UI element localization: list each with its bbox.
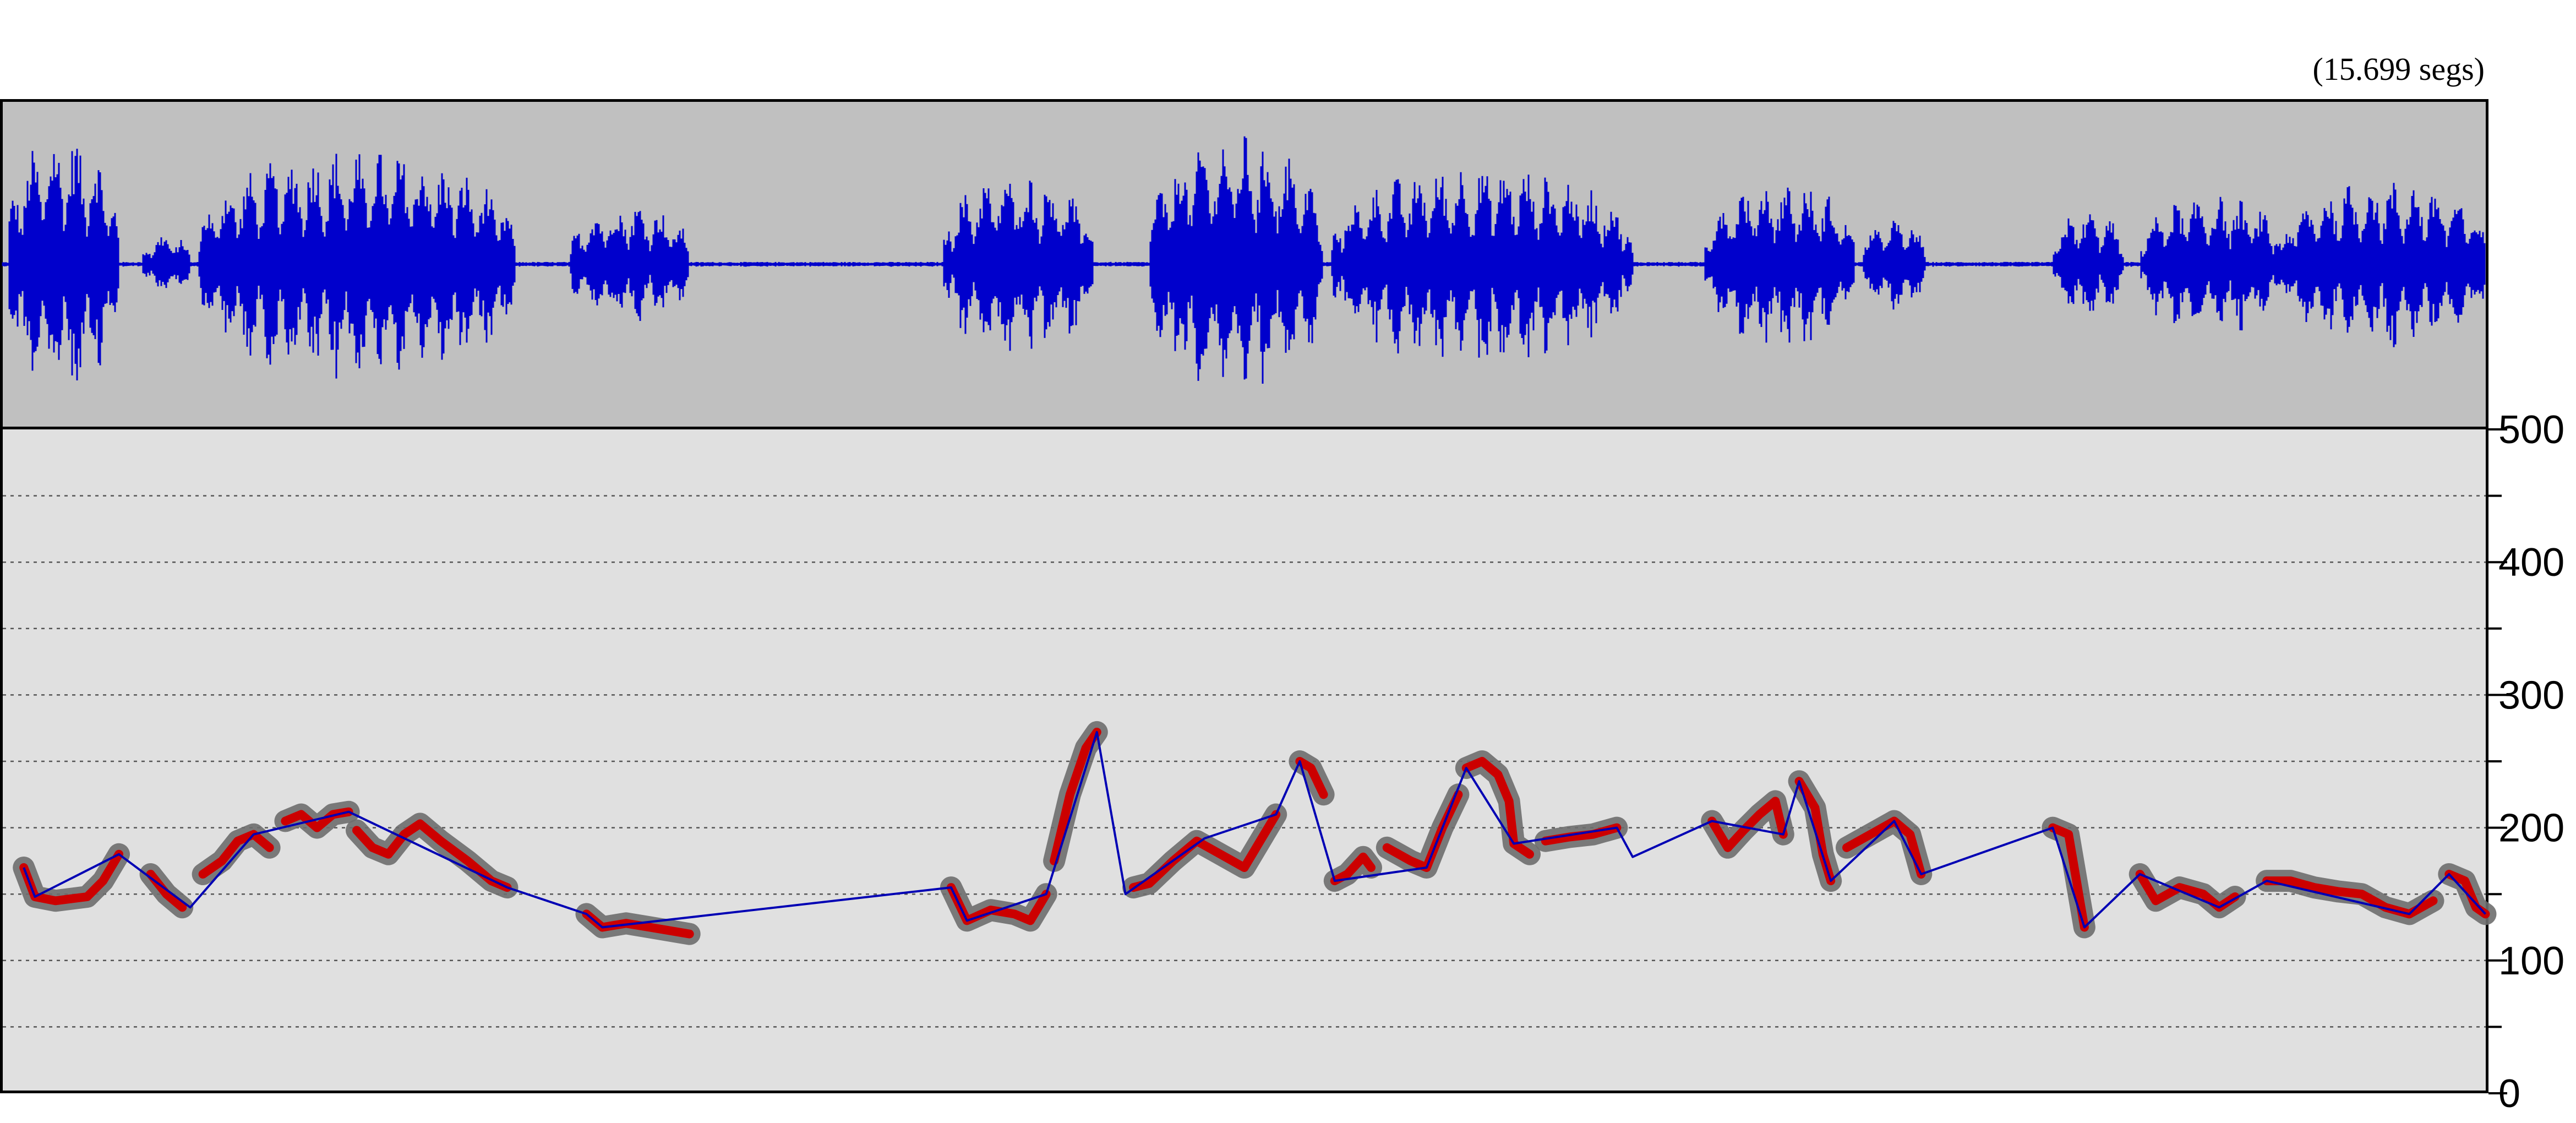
duration-label: (15.699 segs) xyxy=(2312,51,2485,87)
pitch-segment xyxy=(2444,870,2490,919)
pitch-segment xyxy=(1541,823,1622,846)
pitch-segment xyxy=(352,819,512,892)
y-tick-label: 400 xyxy=(2498,541,2564,585)
y-tick-label: 300 xyxy=(2498,673,2564,717)
pitch-segment xyxy=(2048,823,2089,932)
pitch-segment xyxy=(1129,810,1281,892)
pitch-segment xyxy=(1707,797,1788,852)
y-tick-label: 100 xyxy=(2498,939,2564,983)
pitch-segment xyxy=(1461,757,1534,859)
waveform xyxy=(2,136,2486,384)
y-tick-label: 200 xyxy=(2498,806,2564,851)
pitch-segment xyxy=(1295,757,1328,799)
y-tick-label: 500 xyxy=(2498,408,2564,452)
interpolation-line xyxy=(23,731,2486,929)
y-tick-label: 0 xyxy=(2498,1072,2520,1116)
pitch-segment xyxy=(198,830,274,879)
pitch-segment xyxy=(1050,727,1101,865)
pitch-segment xyxy=(1330,852,1376,886)
waveform-trace xyxy=(2,136,2486,384)
